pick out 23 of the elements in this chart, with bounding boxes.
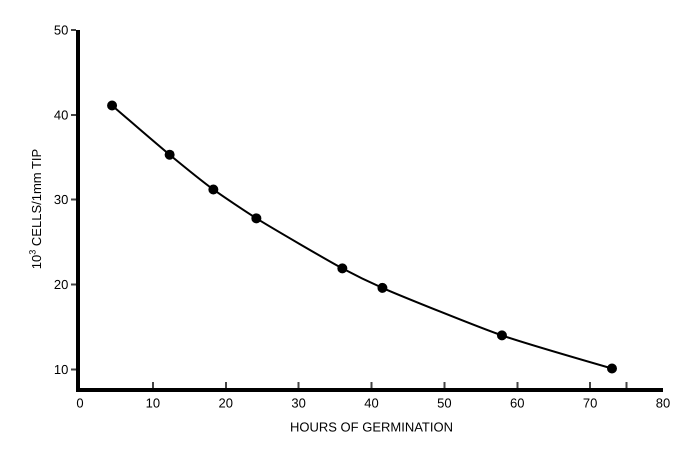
y-tick-label: 50 [54, 22, 68, 38]
point [107, 100, 118, 110]
x-tick-label: 10 [146, 396, 160, 411]
point [337, 263, 348, 274]
x-tick-label: 70 [582, 396, 598, 411]
x-tick-label: 60 [510, 396, 524, 411]
point [377, 282, 388, 293]
x-axis-title: HOURS OF GERMINATION [290, 420, 453, 435]
point [164, 150, 175, 160]
x-tick-label: 30 [291, 396, 306, 411]
x-tick-label: 50 [437, 396, 452, 411]
point [606, 363, 617, 374]
x-tick-label: 20 [218, 396, 233, 411]
point [208, 184, 218, 194]
y-tick-label: 30 [54, 192, 68, 208]
y-tick-label: 10 [54, 362, 68, 377]
x-tick-label: 80 [656, 396, 670, 411]
point [496, 330, 507, 340]
x-tick-label: 0 [76, 396, 84, 411]
x-tick-label: 40 [364, 396, 379, 411]
y-tick-label: 20 [54, 277, 68, 292]
point [251, 213, 262, 224]
y-tick-label: 40 [54, 107, 68, 122]
